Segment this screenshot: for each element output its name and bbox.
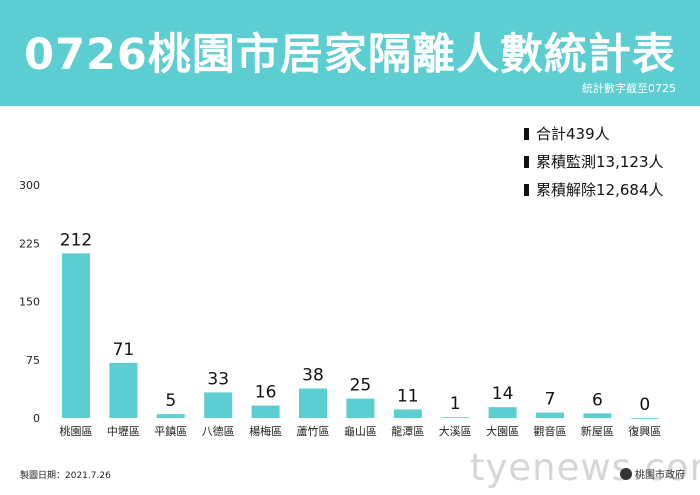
bar bbox=[536, 412, 564, 418]
bullet-icon bbox=[524, 184, 529, 196]
category-label: 龜山區 bbox=[344, 425, 377, 438]
data-label: 7 bbox=[545, 390, 556, 410]
category-label: 大溪區 bbox=[439, 424, 472, 438]
bar bbox=[204, 392, 233, 418]
category-label: 新屋區 bbox=[581, 424, 614, 438]
bar bbox=[630, 418, 659, 419]
category-label: 平鎮區 bbox=[154, 424, 187, 438]
bar bbox=[346, 398, 375, 418]
government-logo-icon bbox=[620, 468, 632, 480]
y-tick-label: 150 bbox=[19, 296, 40, 309]
data-label: 212 bbox=[60, 230, 92, 250]
bar bbox=[583, 413, 612, 418]
data-label: 71 bbox=[113, 340, 135, 360]
bar bbox=[488, 407, 517, 418]
data-label: 5 bbox=[165, 391, 176, 411]
category-label: 觀音區 bbox=[534, 424, 567, 438]
summary-monitored-text: 累積監測13,123人 bbox=[536, 153, 664, 171]
y-tick-label: 75 bbox=[26, 354, 40, 367]
summary-monitored: 累積監測13,123人 bbox=[524, 152, 664, 180]
data-cutoff-note: 統計數字截至0725 bbox=[582, 82, 676, 95]
bullet-icon bbox=[524, 128, 529, 140]
summary-total-text: 合計439人 bbox=[536, 125, 610, 143]
category-label: 八德區 bbox=[202, 424, 235, 438]
bar bbox=[251, 405, 280, 418]
production-date: 製圖日期：2021.7.26 bbox=[20, 471, 111, 481]
data-label: 16 bbox=[255, 383, 277, 403]
bar bbox=[156, 414, 185, 418]
data-label: 38 bbox=[302, 365, 324, 385]
site-watermark: tyenews.com bbox=[470, 446, 700, 489]
bar bbox=[62, 253, 90, 418]
data-label: 11 bbox=[397, 386, 419, 406]
category-label: 蘆竹區 bbox=[297, 424, 330, 438]
y-tick-label: 300 bbox=[19, 179, 40, 192]
summary-box: 合計439人 累積監測13,123人 累積解除12,684人 bbox=[524, 124, 664, 208]
data-label: 6 bbox=[592, 390, 603, 410]
bullet-icon bbox=[524, 156, 529, 168]
bar bbox=[441, 417, 470, 419]
page-title: 0726桃園市居家隔離人數統計表 bbox=[24, 30, 676, 80]
summary-released: 累積解除12,684人 bbox=[524, 180, 664, 208]
bar bbox=[109, 362, 138, 418]
bar bbox=[393, 409, 422, 418]
y-tick-label: 225 bbox=[19, 237, 40, 250]
category-label: 大園區 bbox=[486, 424, 519, 438]
category-label: 桃園區 bbox=[60, 424, 93, 438]
data-label: 0 bbox=[639, 395, 650, 415]
data-label: 1 bbox=[450, 394, 461, 414]
y-tick-label: 0 bbox=[33, 412, 40, 425]
header-banner: 0726桃園市居家隔離人數統計表 統計數字截至0725 bbox=[0, 0, 700, 106]
category-label: 復興區 bbox=[628, 425, 661, 438]
brand-text: 桃園市政府 bbox=[635, 470, 685, 481]
summary-released-text: 累積解除12,684人 bbox=[536, 181, 664, 199]
data-label: 14 bbox=[492, 384, 514, 404]
bar bbox=[299, 388, 327, 418]
data-label: 25 bbox=[350, 376, 372, 396]
brand-credit: 桃園市政府 bbox=[620, 466, 685, 481]
category-label: 楊梅區 bbox=[249, 424, 282, 438]
category-label: 龍潭區 bbox=[391, 424, 424, 438]
bar-chart: 075150225300212桃園區71中壢區5平鎮區33八德區16楊梅區38蘆… bbox=[19, 179, 661, 438]
summary-total: 合計439人 bbox=[524, 124, 664, 152]
data-label: 33 bbox=[207, 369, 229, 389]
category-label: 中壢區 bbox=[107, 424, 140, 438]
